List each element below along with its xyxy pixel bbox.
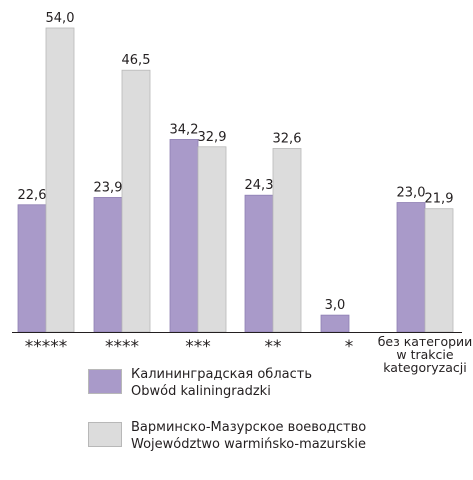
bar-1-5 [320, 314, 350, 333]
category-label-6-line-2: w trakcie [396, 347, 453, 362]
category-label-4: ** [265, 337, 282, 357]
bar-2-6 [424, 208, 454, 333]
legend-label-2-line-1: Варминско-Мазурское воеводство [131, 420, 367, 435]
bar-1-3 [169, 139, 199, 333]
data-label-2-1: 54,0 [46, 11, 75, 26]
category-label-3: *** [185, 337, 211, 357]
category-label-5: * [345, 337, 354, 357]
category-label-1: ***** [25, 337, 68, 357]
data-label-2-2: 46,5 [122, 53, 151, 68]
legend-label-1: Калининградская область Obwód kaliningra… [131, 366, 312, 400]
data-label-1-3: 34,2 [170, 122, 199, 137]
legend-label-1-line-2: Obwód kaliningradzki [131, 384, 271, 399]
legend-swatch-1 [88, 369, 122, 394]
legend-swatch-2 [88, 422, 122, 447]
category-label-6-line-1: без категории [378, 334, 473, 349]
data-label-1-1: 22,6 [18, 188, 47, 203]
legend-label-2: Варминско-Мазурское воеводство Województ… [131, 419, 366, 453]
bar-1-1 [17, 204, 47, 333]
bar-1-6 [396, 202, 426, 333]
data-label-1-2: 23,9 [94, 180, 123, 195]
data-label-2-4: 32,6 [273, 131, 302, 146]
bar-2-2 [121, 69, 151, 333]
bar-2-3 [197, 146, 227, 333]
data-label-1-6: 23,0 [397, 186, 426, 201]
data-label-2-3: 32,9 [198, 130, 227, 145]
data-label-1-4: 24,3 [245, 178, 274, 193]
data-label-2-6: 21,9 [425, 192, 454, 207]
bar-2-4 [272, 148, 302, 333]
data-label-1-5: 3,0 [325, 298, 346, 313]
category-label-6-line-3: kategoryzacji [383, 360, 466, 375]
bar-2-1 [45, 27, 75, 333]
legend-label-1-line-1: Калининградская область [131, 367, 312, 382]
bar-1-2 [93, 197, 123, 333]
legend-label-2-line-2: Województwo warmińsko-mazurskie [131, 437, 367, 452]
category-label-2: **** [105, 337, 139, 357]
bar-1-4 [244, 194, 274, 333]
